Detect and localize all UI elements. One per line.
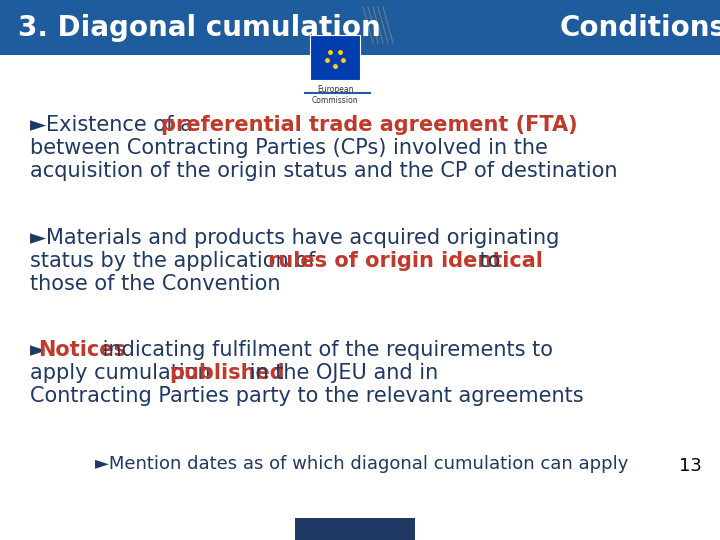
Text: ►Materials and products have acquired originating: ►Materials and products have acquired or… bbox=[30, 228, 559, 248]
Text: between Contracting Parties (CPs) involved in the: between Contracting Parties (CPs) involv… bbox=[30, 138, 548, 158]
Bar bbox=[295, 518, 415, 540]
Text: ►: ► bbox=[30, 340, 46, 360]
Text: rules of origin identical: rules of origin identical bbox=[268, 251, 543, 271]
Text: acquisition of the origin status and the CP of destination: acquisition of the origin status and the… bbox=[30, 161, 618, 181]
Text: in the OJEU and in: in the OJEU and in bbox=[243, 363, 438, 383]
Text: Conditions: Conditions bbox=[560, 14, 720, 42]
Text: status by the application of: status by the application of bbox=[30, 251, 322, 271]
Text: European
Commission: European Commission bbox=[312, 85, 359, 105]
Text: Contracting Parties party to the relevant agreements: Contracting Parties party to the relevan… bbox=[30, 386, 584, 406]
Text: those of the Convention: those of the Convention bbox=[30, 274, 281, 294]
Bar bbox=[310, 35, 360, 80]
Text: to: to bbox=[473, 251, 500, 271]
Text: ►Existence of a: ►Existence of a bbox=[30, 115, 199, 135]
Text: 3. Diagonal cumulation: 3. Diagonal cumulation bbox=[18, 14, 381, 42]
Text: ►Mention dates as of which diagonal cumulation can apply: ►Mention dates as of which diagonal cumu… bbox=[95, 455, 629, 473]
Text: published: published bbox=[169, 363, 285, 383]
Text: apply cumulation: apply cumulation bbox=[30, 363, 217, 383]
Text: Notices: Notices bbox=[38, 340, 126, 360]
Text: preferential trade agreement (FTA): preferential trade agreement (FTA) bbox=[161, 115, 578, 135]
Text: 13: 13 bbox=[679, 457, 702, 475]
Bar bbox=[0, 0, 720, 55]
Text: indicating fulfilment of the requirements to: indicating fulfilment of the requirement… bbox=[96, 340, 553, 360]
